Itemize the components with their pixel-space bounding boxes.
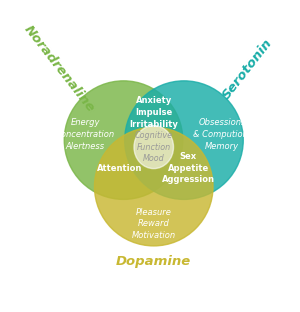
- Text: Pleasure
Reward
Motivation: Pleasure Reward Motivation: [132, 207, 176, 240]
- Ellipse shape: [134, 126, 173, 168]
- Text: Noradrenaline: Noradrenaline: [22, 23, 98, 115]
- Circle shape: [64, 81, 183, 199]
- Text: Attention: Attention: [97, 163, 143, 173]
- Text: Serotonin: Serotonin: [220, 37, 275, 102]
- Circle shape: [125, 81, 243, 199]
- Text: Sex
Appetite
Aggression: Sex Appetite Aggression: [162, 152, 215, 184]
- Text: Dopamine: Dopamine: [116, 255, 191, 267]
- Text: Cognitive
Function
Mood: Cognitive Function Mood: [135, 131, 173, 163]
- Circle shape: [94, 127, 213, 246]
- Text: Obsessions
& Computions
Memory: Obsessions & Computions Memory: [193, 118, 252, 151]
- Text: Anxiety
Impulse
Irritability: Anxiety Impulse Irritability: [129, 96, 178, 129]
- Text: Energy
Concentration
Alertness: Energy Concentration Alertness: [56, 118, 115, 151]
